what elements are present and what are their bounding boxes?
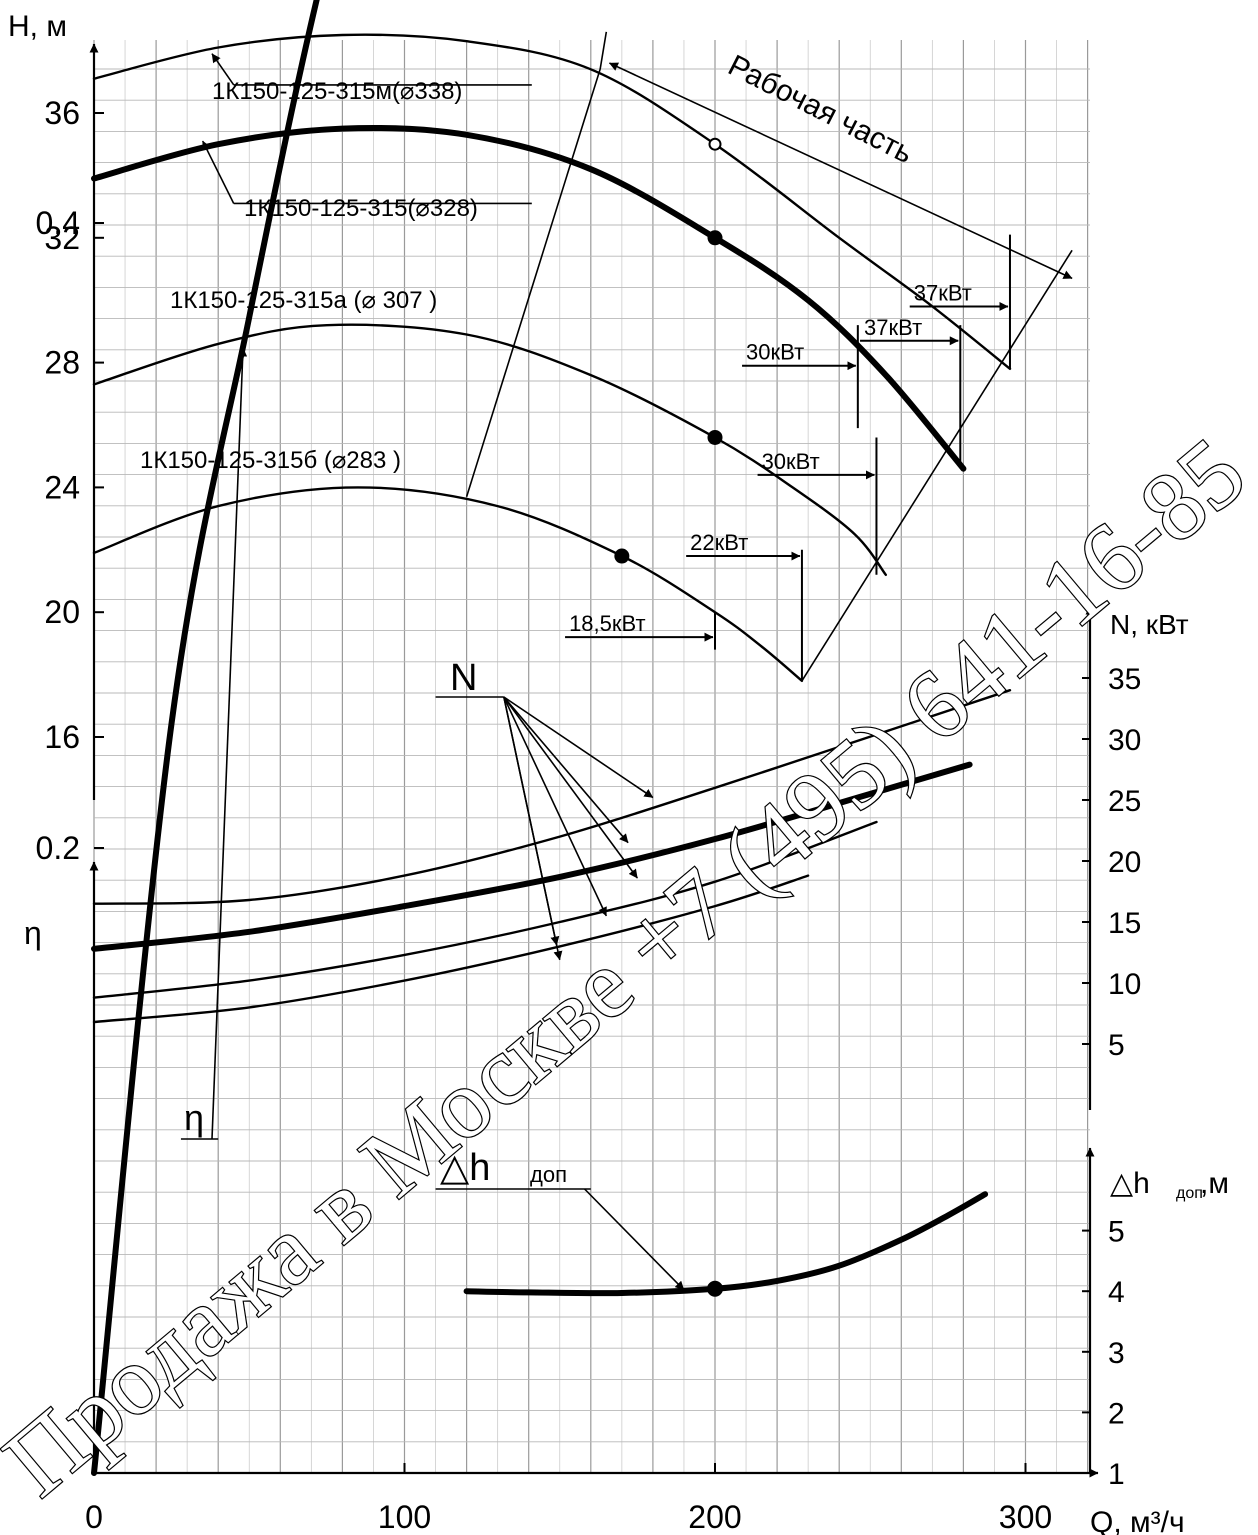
h-tick-label: 36 — [44, 95, 80, 131]
h-tick-label: 24 — [44, 469, 80, 505]
power-limit-label: 37кВт — [914, 280, 972, 305]
n-tick-label: 30 — [1108, 724, 1141, 757]
power-limit-label: 30кВт — [746, 340, 804, 365]
leader-n-5 — [503, 696, 563, 961]
eta-tick-label: 0.4 — [36, 205, 80, 241]
h-tick-label: 28 — [44, 345, 80, 381]
n-tick-label: 25 — [1108, 785, 1141, 818]
leader-npsh — [584, 1188, 685, 1291]
n-tick-label: 20 — [1108, 846, 1141, 879]
head-curve-3-marker — [614, 548, 630, 564]
x-tick-label: 200 — [688, 1499, 741, 1535]
working-zone-dimension-arrow — [609, 62, 1073, 280]
leader-n-3 — [503, 696, 608, 917]
efficiency-curve-label: η — [184, 1097, 204, 1138]
npsh-curve — [463, 1191, 989, 1297]
head-curve-2 — [92, 323, 887, 576]
working-zone-label: Рабочая часть — [723, 49, 918, 170]
n-tick-label: 35 — [1108, 663, 1141, 696]
npsh-curve-label-sub: доп — [530, 1162, 567, 1187]
npsh-tick-label: 4 — [1108, 1276, 1125, 1309]
head-curve-2-marker — [707, 429, 723, 445]
npsh-axis-label-suffix: ,м — [1200, 1167, 1229, 1200]
axes: 01002003001620242832360.20.40.60.8510152… — [36, 43, 1141, 1535]
power-limit-label: 18,5кВт — [569, 611, 645, 636]
power-limit-label: 37кВт — [864, 315, 922, 340]
npsh-tick-label: 1 — [1108, 1458, 1125, 1491]
n-tick-label: 10 — [1108, 968, 1141, 1001]
npsh-axis-label-sub: доп — [1176, 1185, 1203, 1202]
h-tick-label: 16 — [44, 719, 80, 755]
npsh-curve-label-main: △h — [440, 1147, 490, 1189]
npsh-marker — [707, 1280, 723, 1297]
watermark: Продажа в Москве +7 (495) 641-16-85 — [0, 418, 1258, 1517]
working-zone-right-boundary — [801, 249, 1073, 682]
x-axis-label: Q, м³/ч — [1090, 1506, 1185, 1535]
head-curve-label-b: 1К150-125-315б (⌀283 ) — [140, 447, 401, 474]
npsh-axis-label-main: △h — [1110, 1167, 1150, 1200]
npsh-axis-label: △h доп ,м — [1110, 1167, 1229, 1202]
n-axis-label: N, кВт — [1110, 609, 1189, 640]
head-curve-1-marker — [707, 230, 723, 246]
npsh-curve-label: △h доп — [440, 1147, 567, 1189]
power-curve-3 — [92, 874, 810, 1024]
npsh-tick-label: 2 — [1108, 1397, 1125, 1430]
annotations-layer: 37кВт 37кВт 30кВт 30кВт 22кВт 18,5кВт — [180, 31, 1073, 1291]
leader-n-0 — [503, 696, 654, 799]
power-limit-label: 22кВт — [690, 530, 748, 555]
head-curve-label-base: 1К150-125-315(⌀328) — [244, 195, 478, 222]
x-tick-label: 100 — [378, 1499, 431, 1535]
working-zone-left-extension — [599, 31, 608, 70]
npsh-tick-label: 5 — [1108, 1216, 1125, 1249]
grid — [93, 40, 1090, 1474]
power-curves-label: N — [450, 657, 477, 699]
eta-tick-label: 0.2 — [36, 830, 80, 866]
power-curve-1 — [91, 761, 973, 952]
leader-n-1 — [503, 696, 629, 844]
head-curve-3 — [92, 486, 804, 682]
n-tick-label: 15 — [1108, 907, 1141, 940]
leader-base — [201, 140, 235, 204]
working-zone-left-boundary — [465, 69, 601, 497]
head-curve-label-a: 1К150-125-315а (⌀ 307 ) — [170, 287, 437, 314]
power-limit-label: 30кВт — [762, 449, 820, 474]
npsh-tick-label: 3 — [1108, 1337, 1125, 1370]
h-tick-label: 32 — [44, 220, 80, 256]
n-tick-label: 5 — [1108, 1029, 1125, 1062]
head-curve-0-marker — [708, 137, 722, 151]
power-curve-2 — [92, 820, 878, 999]
x-tick-label: 300 — [999, 1499, 1052, 1535]
leader-eta — [211, 347, 248, 1140]
leader-m — [211, 53, 235, 86]
head-curve-1 — [91, 124, 967, 472]
h-axis-label: H, м — [8, 10, 67, 43]
x-tick-label: 0 — [85, 1499, 103, 1535]
leader-n-2 — [503, 696, 639, 879]
head-curve-label-m: 1К150-125-315м(⌀338) — [212, 78, 462, 105]
power-curve-0 — [92, 689, 1012, 905]
h-tick-label: 20 — [44, 594, 80, 630]
eta-axis-label: η — [24, 915, 42, 951]
efficiency-curve — [91, 0, 320, 1476]
